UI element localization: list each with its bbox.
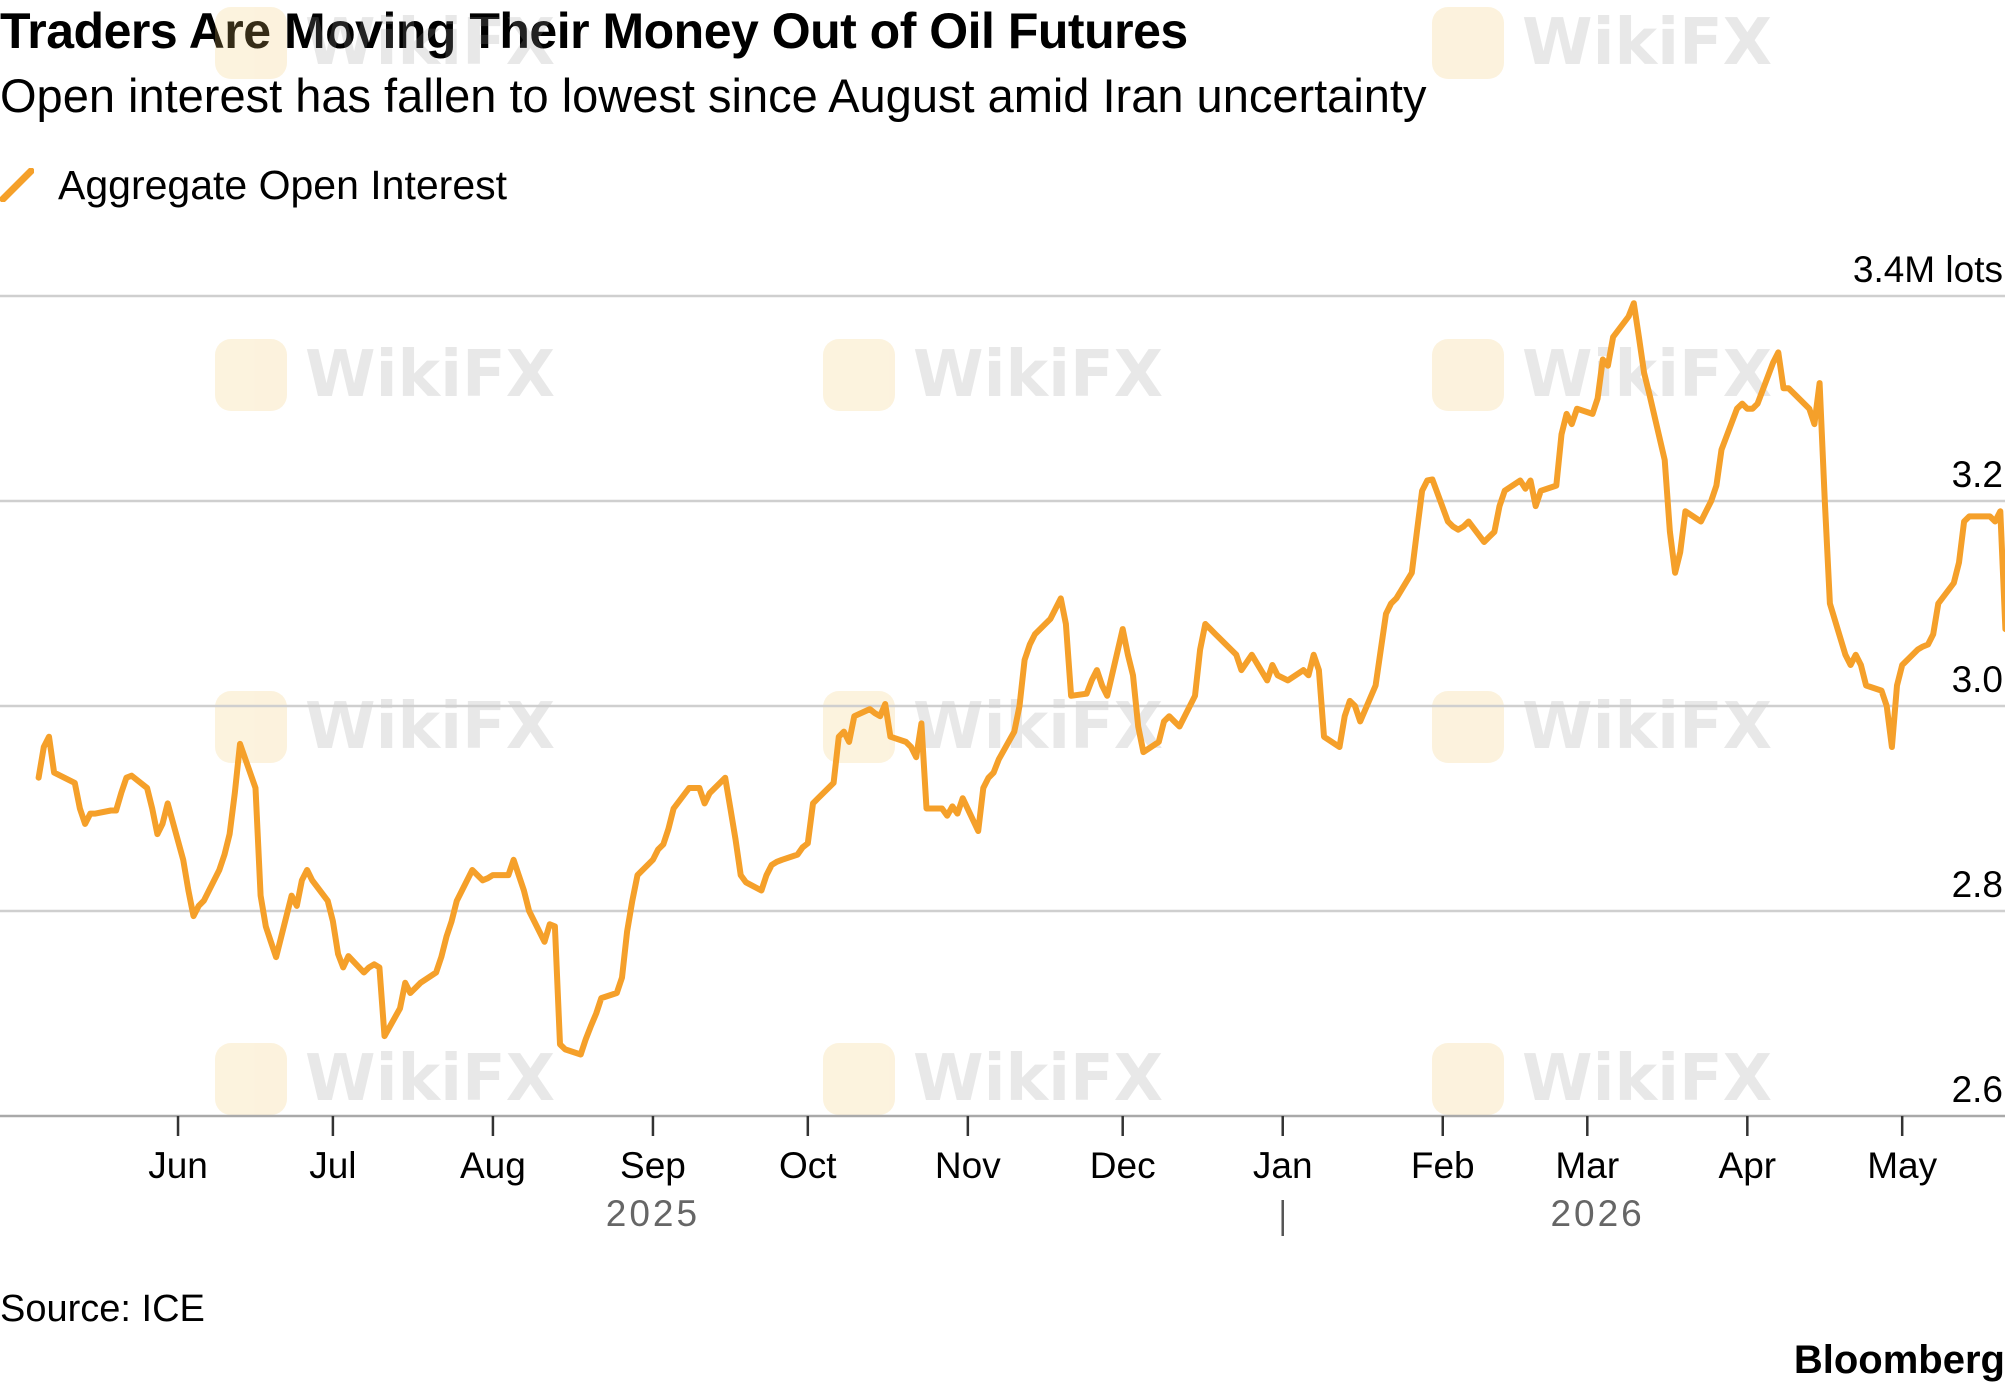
x-tick-label: Jul [309,1145,356,1186]
legend: Aggregate Open Interest [0,160,507,210]
source-note: Source: ICE [0,1288,205,1330]
x-tick-label: May [1867,1145,1937,1186]
series-line [35,300,2005,1058]
x-tick-label: Feb [1411,1145,1475,1186]
x-tick-label: Apr [1719,1145,1777,1186]
year-label: 2025 [606,1193,700,1234]
bloomberg-logo: Bloomberg [1793,1338,2005,1382]
x-tick-label: Oct [779,1145,837,1186]
y-tick-label: 3.0 [1952,659,2003,700]
x-tick-label: Jun [148,1145,208,1186]
x-tick-label: Dec [1090,1145,1156,1186]
chart-subtitle: Open interest has fallen to lowest since… [0,69,1427,122]
y-tick-label: 2.6 [1952,1069,2003,1110]
year-label: 2026 [1550,1193,1644,1234]
y-tick-label: 3.4M lots [1853,249,2003,290]
y-tick-label: 3.2 [1952,454,2003,495]
legend-line-icon [0,168,34,202]
x-tick-label: Sep [620,1145,686,1186]
x-tick-label: Jan [1253,1145,1313,1186]
x-tick-label: Aug [460,1145,526,1186]
chart-title: Traders Are Moving Their Money Out of Oi… [0,3,1188,59]
legend-label: Aggregate Open Interest [58,161,508,208]
x-tick-label: Mar [1555,1145,1619,1186]
y-tick-label: 2.8 [1952,864,2003,905]
x-tick-label: Nov [935,1145,1001,1186]
